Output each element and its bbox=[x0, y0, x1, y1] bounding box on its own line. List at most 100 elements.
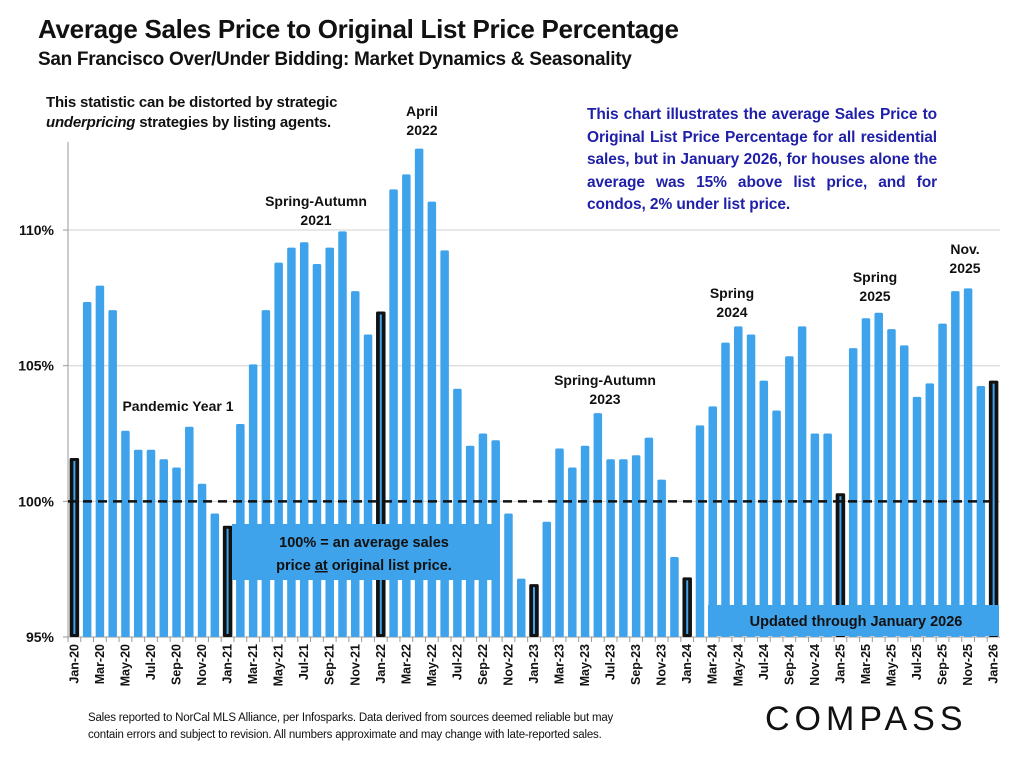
bar-apr-23 bbox=[568, 467, 577, 637]
bar-dec-24 bbox=[823, 433, 832, 637]
bar-inner-stripe bbox=[73, 460, 76, 634]
x-tick-label: Nov-24 bbox=[808, 644, 822, 686]
annotation-jun-23: Spring-Autumn bbox=[554, 372, 656, 388]
bar-jun-24 bbox=[746, 334, 756, 637]
bar-feb-24 bbox=[695, 425, 705, 637]
caveat-note: This statistic can be distorted by strat… bbox=[46, 93, 337, 133]
updated-callout-text: Updated through January 2026 bbox=[750, 614, 963, 630]
x-tick-label: Nov-20 bbox=[195, 644, 209, 686]
bar-inner-stripe bbox=[533, 587, 535, 634]
annotation-oct-20: Pandemic Year 1 bbox=[122, 398, 233, 414]
bar-nov-23 bbox=[657, 479, 666, 637]
bar-aug-21 bbox=[312, 263, 322, 637]
y-tick-label: 95% bbox=[26, 629, 55, 645]
bar-feb-25 bbox=[848, 348, 858, 637]
footnote-line-1: Sales reported to NorCal MLS Alliance, p… bbox=[88, 712, 614, 724]
bar-inner-stripe bbox=[992, 383, 995, 634]
bar-sep-20 bbox=[172, 467, 181, 637]
bar-jul-24 bbox=[759, 380, 769, 637]
bar-may-21 bbox=[274, 262, 283, 637]
annotation-jul-21: 2021 bbox=[300, 212, 331, 228]
x-tick-label: Mar-20 bbox=[93, 644, 107, 684]
chart-title: Average Sales Price to Original List Pri… bbox=[38, 14, 679, 44]
annotation-apr-22: 2022 bbox=[406, 122, 437, 138]
x-tick-label: Jul-21 bbox=[297, 644, 311, 680]
x-tick-label: May-24 bbox=[731, 644, 745, 686]
bar-inner-stripe bbox=[379, 314, 382, 634]
bar-mar-23 bbox=[555, 448, 564, 637]
bar-may-23 bbox=[580, 445, 590, 637]
bar-jul-25 bbox=[912, 396, 922, 637]
caveat-line-2-rest: strategies by listing agents. bbox=[135, 114, 332, 131]
x-tick-label: Jul-24 bbox=[757, 644, 771, 680]
updated-callout: Updated through January 2026 bbox=[708, 605, 999, 636]
updated-callout-box bbox=[708, 605, 999, 636]
x-tick-label: Nov-21 bbox=[348, 644, 362, 686]
x-tick-label: Jan-23 bbox=[527, 644, 541, 684]
x-tick-label: Sep-22 bbox=[476, 644, 490, 685]
bar-jul-20 bbox=[146, 449, 156, 637]
y-axis-labels: 95% 100% 105% 110% bbox=[18, 222, 54, 645]
annotation-nov-25: Nov. bbox=[950, 241, 979, 257]
bar-inner-stripe bbox=[226, 528, 229, 634]
explanation-note: This chart illustrates the average Sales… bbox=[587, 106, 937, 213]
x-tick-label: Mar-23 bbox=[553, 644, 567, 684]
bar-oct-23 bbox=[644, 437, 654, 637]
bar-jun-23 bbox=[593, 413, 603, 637]
x-tick-label: Jan-26 bbox=[987, 644, 1001, 684]
bar-sep-24 bbox=[785, 356, 794, 637]
bar-dec-22 bbox=[516, 578, 526, 637]
x-tick-label: May-25 bbox=[884, 644, 898, 686]
x-axis-labels: Jan-20 Mar-20 May-20 Jul-20 Sep-20 Nov-20 Jan-… bbox=[67, 637, 1001, 686]
x-tick-label: Mar-21 bbox=[246, 644, 260, 684]
bar-nov-20 bbox=[197, 483, 207, 637]
x-tick-label: Sep-25 bbox=[936, 644, 950, 685]
bar-inner-stripe bbox=[839, 496, 842, 634]
x-tick-label: Jan-25 bbox=[833, 644, 847, 684]
x-tick-label: May-23 bbox=[578, 644, 592, 686]
bar-apr-20 bbox=[108, 310, 117, 637]
x-tick-label: Jan-20 bbox=[67, 644, 81, 684]
x-tick-label: Jan-21 bbox=[221, 644, 235, 684]
bar-apr-21 bbox=[261, 310, 271, 637]
x-tick-label: Nov-25 bbox=[961, 644, 975, 686]
reference-callout: 100% = an average sales price at original… bbox=[232, 524, 494, 580]
x-tick-label: May-22 bbox=[425, 644, 439, 686]
y-tick-label: 100% bbox=[18, 493, 54, 509]
bar-nov-21 bbox=[351, 291, 360, 637]
bar-dec-23 bbox=[670, 556, 679, 637]
bar-aug-23 bbox=[619, 459, 628, 637]
bar-oct-20 bbox=[185, 426, 194, 637]
bar-nov-25 bbox=[963, 288, 973, 637]
bar-oct-25 bbox=[951, 291, 960, 637]
annotations: Pandemic Year 1 Spring-Autumn 2021 April 202… bbox=[122, 103, 980, 414]
x-tick-label: Mar-24 bbox=[706, 644, 720, 684]
bar-aug-20 bbox=[159, 459, 169, 637]
annotation-jun-23: 2023 bbox=[589, 391, 620, 407]
caveat-emphasis: underpricing bbox=[46, 114, 136, 131]
x-tick-label: Sep-23 bbox=[629, 644, 643, 685]
chart-subtitle: San Francisco Over/Under Bidding: Market… bbox=[38, 49, 632, 70]
bar-nov-22 bbox=[504, 513, 513, 637]
caveat-line-1: This statistic can be distorted by strat… bbox=[46, 94, 338, 111]
bar-apr-22 bbox=[414, 148, 424, 637]
bar-mar-24 bbox=[708, 406, 717, 637]
x-tick-label: May-20 bbox=[118, 644, 132, 686]
bar-aug-24 bbox=[772, 410, 781, 637]
bar-may-20 bbox=[121, 430, 130, 637]
y-tick-label: 105% bbox=[18, 358, 54, 374]
annotation-jul-21: Spring-Autumn bbox=[265, 193, 367, 209]
bar-mar-25 bbox=[861, 318, 871, 637]
bar-jul-22 bbox=[453, 388, 462, 637]
x-tick-label: Jan-22 bbox=[374, 644, 388, 684]
bar-apr-24 bbox=[721, 342, 730, 637]
x-tick-label: Jul-25 bbox=[910, 644, 924, 680]
bar-dec-21 bbox=[363, 334, 373, 637]
x-tick-label: Mar-22 bbox=[399, 644, 413, 684]
bar-may-24 bbox=[734, 326, 743, 637]
bars bbox=[69, 148, 999, 638]
x-tick-label: Jul-20 bbox=[144, 644, 158, 680]
bar-feb-23 bbox=[542, 521, 552, 637]
x-tick-label: Sep-24 bbox=[782, 644, 796, 685]
